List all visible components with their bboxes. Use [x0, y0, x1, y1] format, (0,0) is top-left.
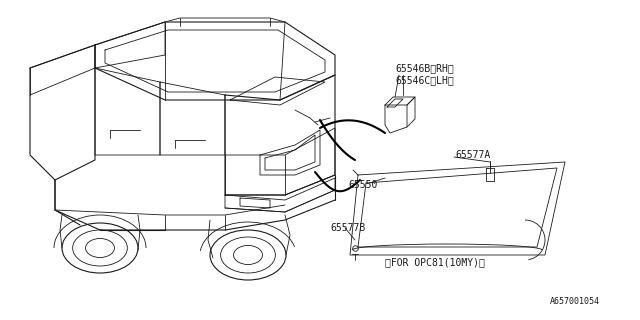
Text: 65546B〈RH〉: 65546B〈RH〉	[395, 63, 454, 73]
Text: A657001054: A657001054	[550, 298, 600, 307]
Text: 65577B: 65577B	[330, 223, 365, 233]
Text: 65550: 65550	[348, 180, 378, 190]
Text: 〈FOR OPC81(10MY)〉: 〈FOR OPC81(10MY)〉	[385, 257, 485, 267]
Text: 65546C〈LH〉: 65546C〈LH〉	[395, 75, 454, 85]
Text: 65577A: 65577A	[455, 150, 490, 160]
